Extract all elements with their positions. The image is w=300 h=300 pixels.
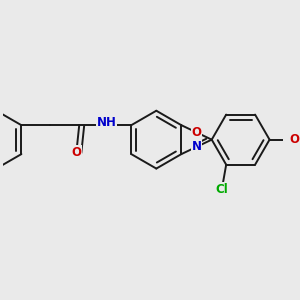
Text: O: O xyxy=(71,146,81,159)
Text: O: O xyxy=(191,126,202,139)
Text: N: N xyxy=(191,140,202,153)
Text: Cl: Cl xyxy=(215,183,228,196)
Text: O: O xyxy=(289,133,299,146)
Text: NH: NH xyxy=(97,116,117,129)
